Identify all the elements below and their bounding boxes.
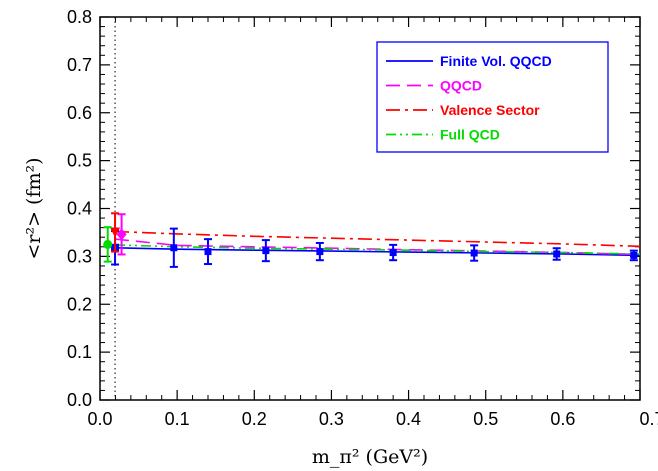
data-point [630,251,638,259]
y-tick-label: 0.2 [67,294,92,314]
series-line [114,247,641,257]
series-line [114,230,641,248]
axes-layer: 0.0 0.1 0.2 0.3 0.4 0.5 0.6 0.7 0.8 0.0 0.1 0.2 0.3 0… [67,7,658,429]
chiral-point [116,228,127,241]
legend-label: Finite Vol. QQCD [440,53,552,69]
legend: Finite Vol. QQCD QQCD Valence Sector Full Q… [376,41,609,153]
y-tick-label: 0.0 [67,390,92,410]
data-point [170,244,178,252]
x-tick-label: 0.4 [396,409,421,429]
legend-label: Full QCD [440,127,500,143]
x-tick-label: 0.2 [242,409,267,429]
x-axis-label: m_π² (GeV²) [312,446,428,468]
x-tick-label: 0.6 [550,409,575,429]
chiral-point [110,227,121,238]
data-point [316,248,324,256]
data-point [553,250,561,258]
x-tick-label: 0.5 [473,409,498,429]
x-tick-label: 0.7 [639,409,658,429]
series-line [114,244,641,255]
y-tick-label: 0.3 [67,246,92,266]
y-axis-label: <r²> (fm²) [23,157,45,259]
y-tick-label: 0.5 [67,151,92,171]
x-tick-label: 0.0 [87,409,112,429]
legend-label: QQCD [440,78,482,94]
y-tick-label: 0.4 [67,199,92,219]
y-tick-label: 0.7 [67,55,92,75]
y-tick-label: 0.8 [67,7,92,27]
data-point [262,247,270,255]
data-point [389,249,397,257]
points-layer [103,212,638,268]
y-tick-label: 0.1 [67,342,92,362]
y-tick-label: 0.6 [67,103,92,123]
series-layer [114,230,641,257]
data-point [470,249,478,257]
x-tick-label: 0.3 [319,409,344,429]
legend-label: Valence Sector [440,102,540,118]
data-point [204,248,212,256]
chiral-point [103,239,113,249]
x-tick-label: 0.1 [165,409,190,429]
